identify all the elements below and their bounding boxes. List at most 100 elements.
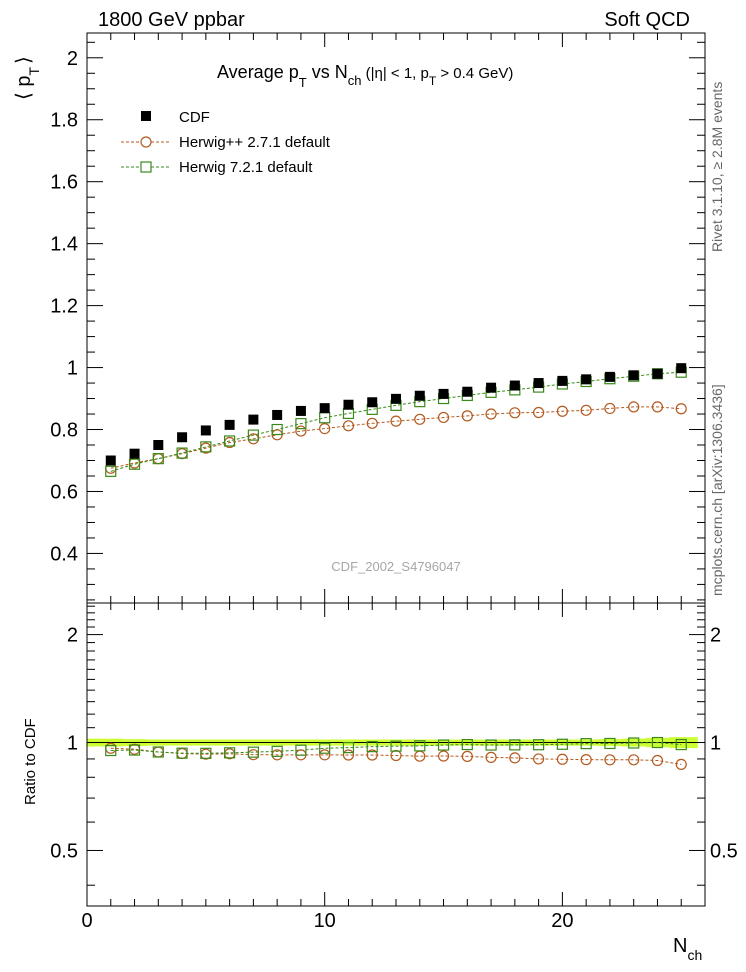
y-tick-label: 1 — [67, 358, 78, 380]
ratio-point-herwigpp — [651, 754, 664, 767]
main-point-cdf — [295, 405, 306, 416]
main-point-cdf — [581, 374, 592, 385]
ratio-point-herwig7 — [247, 746, 259, 758]
main-point-herwigpp — [461, 410, 473, 422]
ratio-point-herwigpp — [604, 754, 616, 766]
ratio-point-herwig7 — [128, 744, 141, 756]
main-point-herwig7 — [128, 458, 141, 470]
ratio-point-herwig7 — [152, 746, 164, 758]
main-point-herwigpp — [675, 403, 687, 415]
main-point-herwig7 — [152, 453, 164, 465]
legend-cdf-label: CDF — [179, 109, 210, 126]
ratio-point-herwigpp — [580, 754, 592, 766]
main-point-cdf — [604, 371, 615, 382]
ratio-point-herwig7 — [580, 738, 592, 750]
main-point-cdf — [414, 390, 425, 401]
ratio-point-herwig7 — [295, 744, 307, 756]
ratio-point-herwig7 — [437, 739, 450, 751]
ratio-point-herwigpp — [176, 747, 188, 760]
ratio-point-herwigpp — [437, 750, 450, 762]
ratio-uncertainty-band — [87, 737, 705, 749]
ratio-point-herwigpp — [675, 758, 687, 770]
main-point-cdf — [486, 382, 497, 393]
y-tick-label-right: 2 — [710, 625, 721, 647]
main-point-herwig7 — [224, 435, 236, 447]
main-point-herwigpp — [414, 413, 426, 425]
ratio-point-herwig7 — [414, 740, 426, 752]
y-tick-label: 2 — [67, 625, 78, 647]
main-point-herwigpp — [485, 408, 497, 420]
ratio-point-herwig7 — [556, 738, 568, 750]
legend-herwig7-marker — [140, 161, 152, 173]
y-tick-label: 1.2 — [50, 296, 78, 318]
main-point-herwigpp — [366, 417, 378, 429]
main-point-herwigpp — [342, 420, 355, 432]
main-y-ticks: 0.4 0.6 0.8 1 1.2 1.4 1.6 1.8 2 — [50, 41, 705, 601]
ratio-point-herwig7 — [319, 742, 331, 754]
y-tick-label: 0.4 — [50, 543, 78, 565]
ratio-point-herwigpp — [319, 749, 331, 761]
analysis-watermark: CDF_2002_S4796047 — [331, 559, 460, 574]
main-point-herwig7 — [247, 429, 259, 441]
main-x-ticks — [86, 33, 706, 603]
main-point-cdf — [129, 448, 140, 459]
main-point-herwigpp — [437, 411, 450, 424]
ratio-y-ticks: 0.5 0.5 1 1 2 2 — [50, 605, 738, 886]
main-point-herwigpp — [319, 422, 331, 435]
ratio-point-herwig7 — [366, 741, 378, 753]
ratio-x-ticks: 0 10 20 — [81, 603, 706, 932]
y-tick-label: 1.8 — [50, 110, 78, 132]
main-point-herwig7 — [271, 423, 283, 436]
ratio-point-herwigpp — [628, 754, 640, 766]
ratio-point-herwig7 — [271, 745, 283, 757]
main-point-herwigpp — [628, 401, 640, 413]
x-axis-label: Nch — [673, 935, 702, 963]
legend: CDF Herwig++ 2.7.1 default Herwig 7.2.1 … — [121, 109, 331, 176]
ratio-point-herwig7 — [200, 747, 212, 759]
main-point-cdf — [153, 440, 164, 451]
main-point-herwigpp — [651, 401, 664, 413]
ratio-point-herwigpp — [556, 753, 568, 765]
main-point-cdf — [319, 403, 330, 414]
main-point-cdf — [177, 432, 188, 443]
header-left: 1800 GeV ppbar — [98, 9, 245, 31]
main-point-herwigpp — [390, 415, 402, 427]
main-point-herwig7 — [105, 465, 117, 477]
ratio-line-herwigpp — [110, 747, 682, 765]
y-tick-label: 0.6 — [50, 481, 78, 503]
main-point-herwig7 — [295, 418, 307, 430]
ratio-point-herwig7 — [224, 747, 236, 759]
y-tick-label: 0.8 — [50, 420, 78, 442]
ratio-point-herwigpp — [414, 750, 426, 762]
ratio-point-herwig7 — [604, 737, 616, 750]
header-right: Soft QCD — [604, 9, 690, 31]
ratio-point-herwigpp — [247, 749, 259, 761]
ratio-point-herwig7 — [461, 738, 473, 751]
y-tick-label: 1.4 — [50, 234, 78, 256]
main-plot-panel: 0.4 0.6 0.8 1 1.2 1.4 1.6 1.8 2 Average pT vs Nc… — [13, 32, 706, 604]
main-point-herwigpp — [533, 406, 545, 419]
ratio-point-herwigpp — [366, 749, 378, 761]
main-point-cdf — [343, 399, 354, 410]
ratio-point-herwig7 — [675, 738, 687, 751]
x-tick-label: 0 — [81, 910, 92, 932]
main-line-herwig7 — [110, 371, 682, 472]
ratio-line-herwig7 — [110, 742, 682, 754]
main-point-cdf — [438, 388, 449, 399]
ratio-point-herwig7 — [342, 741, 355, 754]
main-point-cdf — [248, 414, 259, 425]
y-tick-label-right: 0.5 — [710, 840, 738, 862]
mcplots-label: mcplots.cern.ch [arXiv:1306.3436] — [709, 384, 725, 596]
main-series-lines — [110, 371, 682, 472]
ratio-point-herwigpp — [271, 749, 283, 761]
ratio-point-herwig7 — [485, 739, 497, 751]
main-point-cdf — [557, 375, 568, 386]
ratio-point-herwigpp — [105, 742, 117, 754]
ratio-point-herwig7 — [390, 740, 402, 752]
main-point-herwigpp — [556, 405, 568, 417]
main-point-herwig7 — [200, 441, 212, 453]
ratio-plot-panel: 0.5 0.5 1 1 2 2 0 10 20 Ratio to CDF Nch — [22, 602, 738, 963]
main-series-markers — [105, 363, 687, 477]
y-tick-label: 0.5 — [50, 840, 78, 862]
legend-herwig7-label: Herwig 7.2.1 default — [179, 159, 313, 176]
